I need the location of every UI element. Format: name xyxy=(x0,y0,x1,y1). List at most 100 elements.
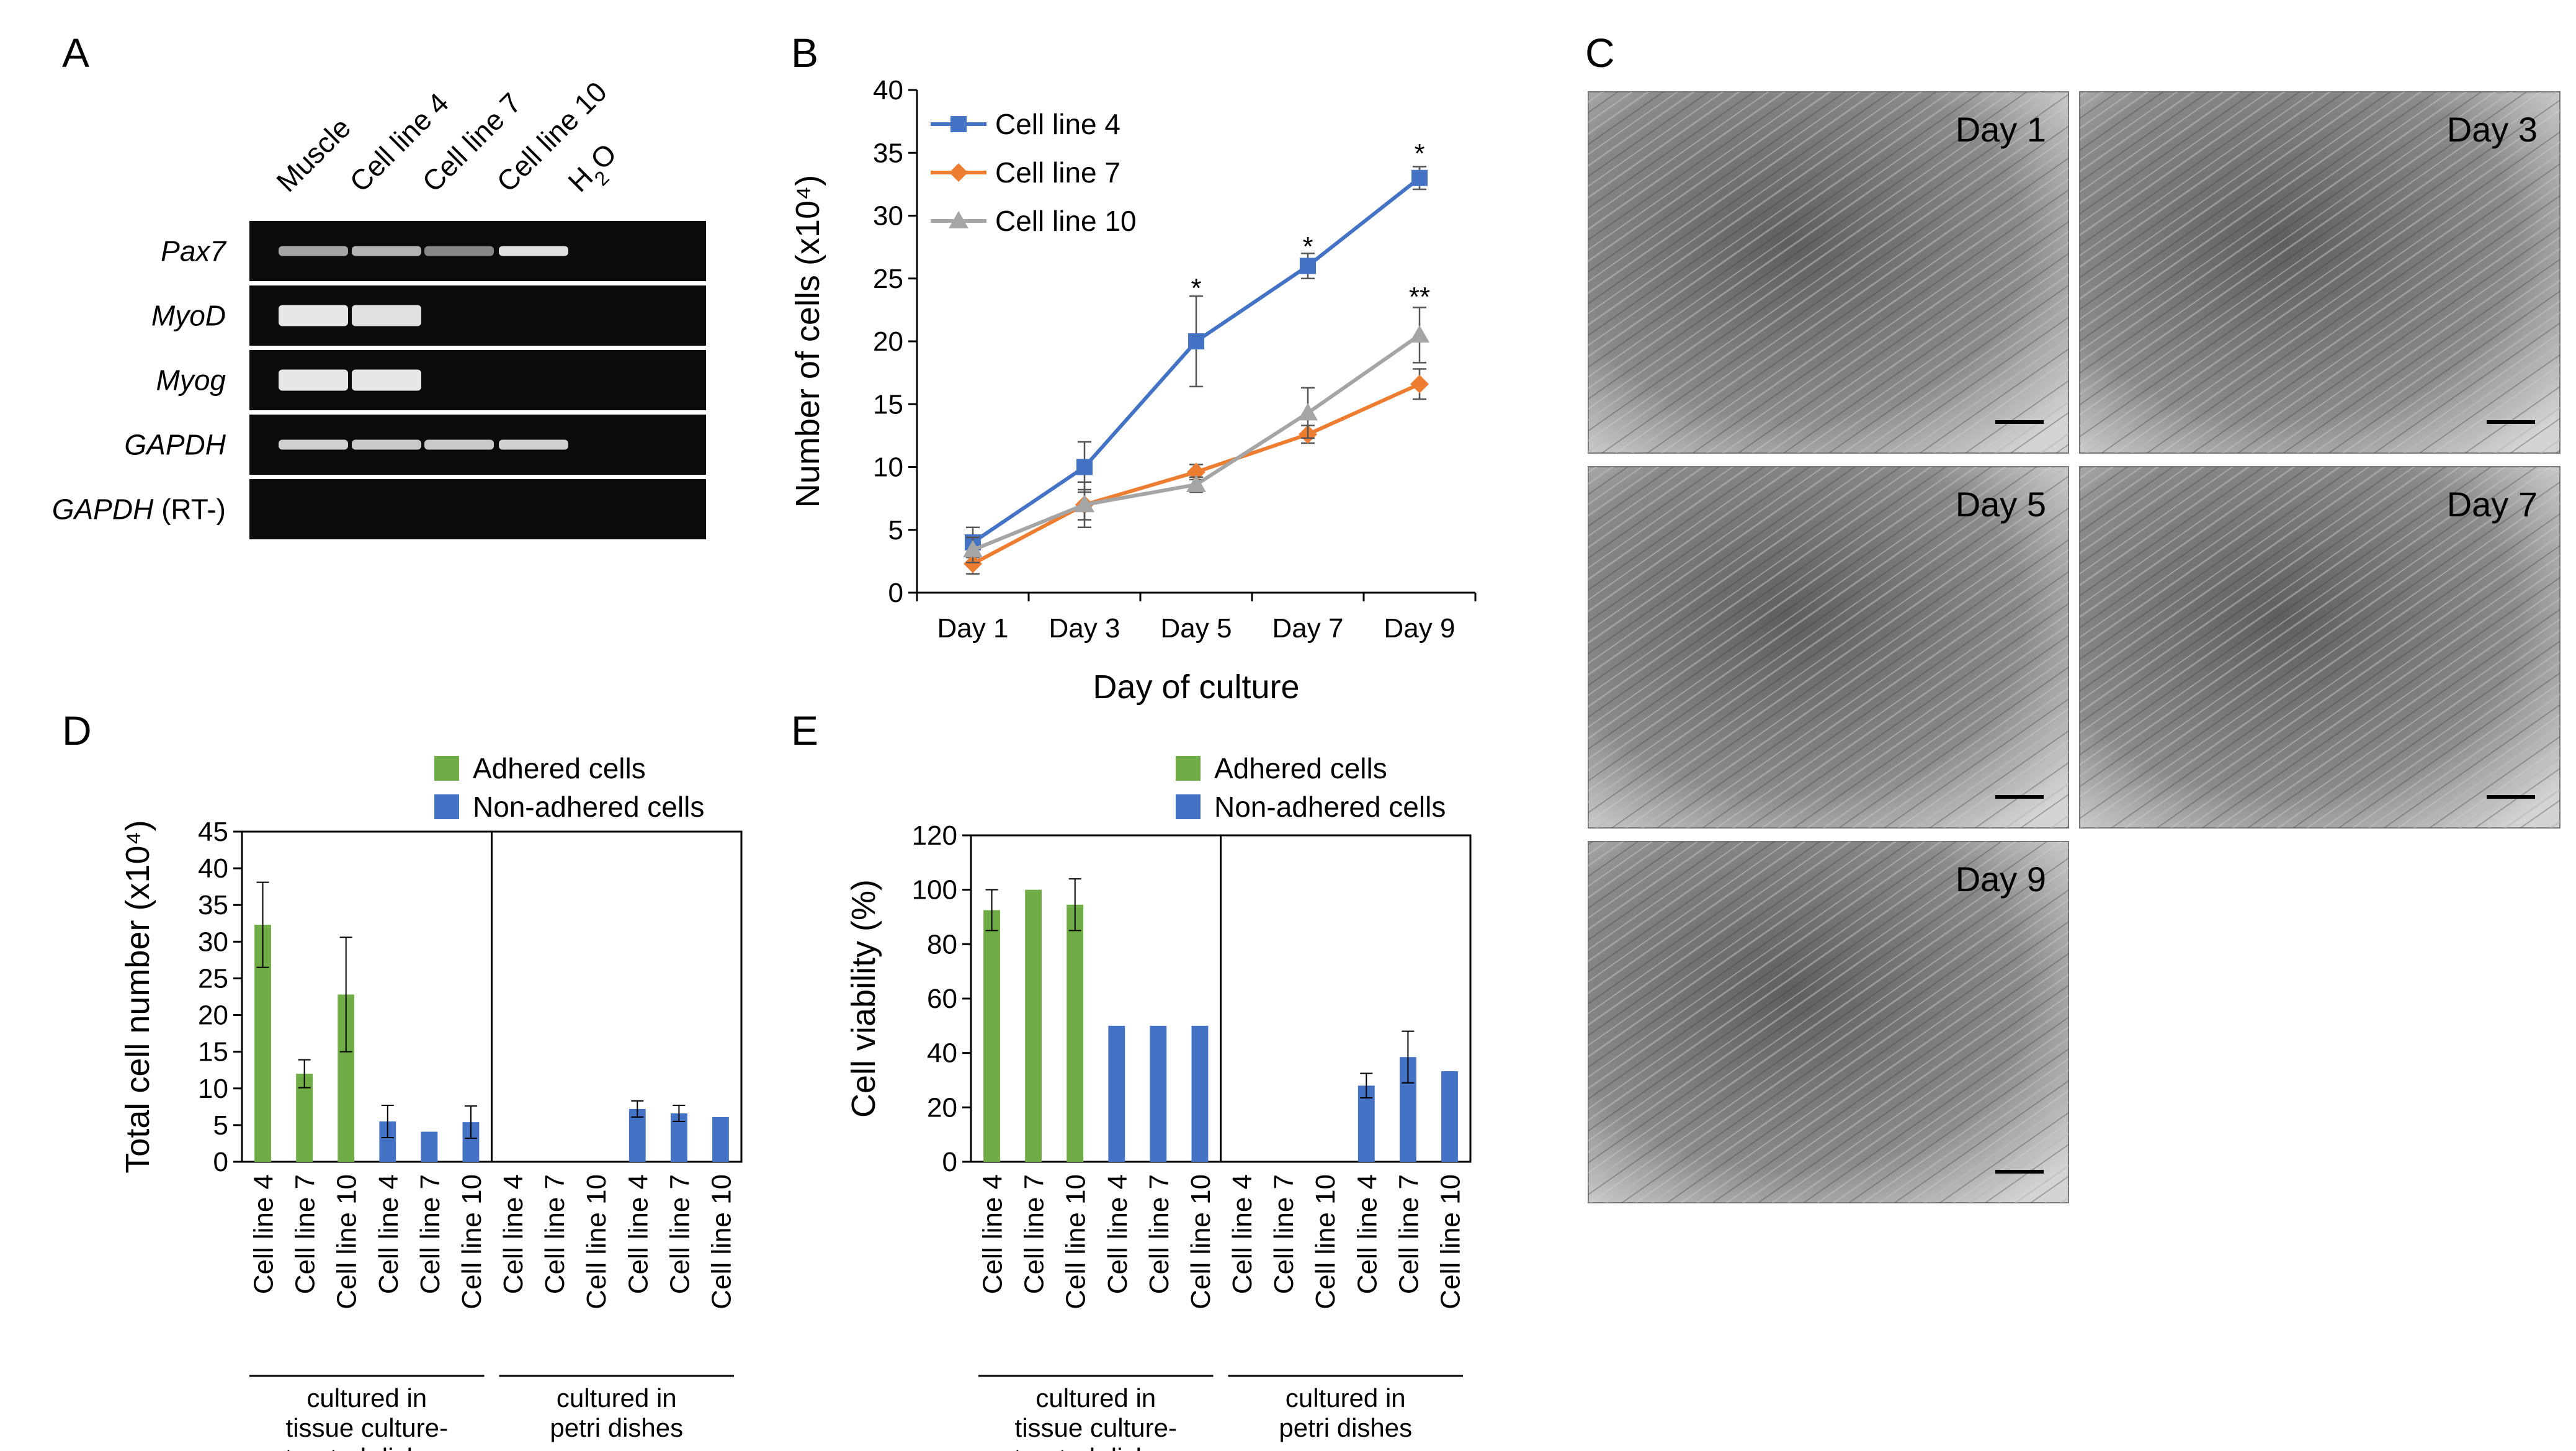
group-label: cultured in xyxy=(306,1383,427,1413)
x-tick-label: Cell line 7 xyxy=(1269,1174,1299,1294)
legend-label: Cell line 10 xyxy=(995,205,1137,237)
micrograph: Day 1 xyxy=(1588,91,2069,454)
x-tick-label: Cell line 4 xyxy=(249,1174,279,1294)
y-tick-label: 120 xyxy=(912,820,957,851)
x-tick-label: Cell line 10 xyxy=(1061,1174,1091,1309)
panel-label-e: E xyxy=(791,708,818,753)
micrograph: Day 5 xyxy=(1588,466,2069,829)
micrograph-day-label: Day 1 xyxy=(1956,110,2046,149)
gel-gene-label: MyoD xyxy=(151,300,226,332)
bar xyxy=(1191,1025,1209,1162)
significance-mark: * xyxy=(1414,138,1424,169)
data-point xyxy=(1411,169,1428,186)
bar xyxy=(1067,904,1084,1162)
y-tick-label: 80 xyxy=(927,929,957,959)
x-tick-label: Cell line 7 xyxy=(290,1174,321,1294)
y-tick-label: 40 xyxy=(873,75,903,106)
micrograph: Day 9 xyxy=(1588,841,2069,1203)
gel-band xyxy=(279,246,348,256)
x-tick-label: Day 7 xyxy=(1272,613,1344,644)
group-label: cultured in xyxy=(557,1383,677,1413)
gel-band xyxy=(352,439,421,450)
micrograph-day-label: Day 7 xyxy=(2447,485,2538,524)
micrograph-day-label: Day 5 xyxy=(1956,485,2046,524)
significance-mark: * xyxy=(1302,231,1313,262)
x-tick-label: Cell line 10 xyxy=(1310,1174,1341,1309)
legend-label: Non-adhered cells xyxy=(473,791,704,823)
data-point xyxy=(1410,374,1429,393)
group-label: petri dishes xyxy=(550,1413,683,1442)
series-adhered-cells xyxy=(983,878,1084,1162)
x-tick-label: Cell line 4 xyxy=(1102,1174,1133,1294)
x-tick-label: Cell line 10 xyxy=(706,1174,736,1309)
panel-d-chart: D 0 5 10 15 20 25 30 35 40 45 Cell line 4 Cell line … xyxy=(62,708,743,1451)
group-label: petri dishes xyxy=(1279,1413,1412,1442)
bar xyxy=(1441,1071,1458,1162)
y-tick-label: 15 xyxy=(198,1037,228,1067)
legend-label: Cell line 7 xyxy=(995,156,1120,189)
data-point xyxy=(963,540,983,558)
y-tick-label: 5 xyxy=(888,515,903,546)
data-point xyxy=(949,211,968,228)
y-tick-label: 45 xyxy=(198,817,228,847)
micrograph: Day 3 xyxy=(2079,91,2560,454)
y-tick-label: 35 xyxy=(198,890,228,920)
data-point xyxy=(1076,459,1093,475)
x-tick-label: Cell line 4 xyxy=(623,1174,653,1294)
data-point xyxy=(950,116,967,132)
y-tick-label: 0 xyxy=(942,1147,957,1177)
legend-swatch xyxy=(1176,756,1201,781)
y-tick-label: 35 xyxy=(873,138,903,168)
x-tick-label: Cell line 4 xyxy=(373,1174,404,1294)
y-tick-label: 20 xyxy=(873,326,903,357)
gel-band xyxy=(352,369,421,391)
panel-label-b: B xyxy=(791,30,818,76)
gel-band xyxy=(499,246,568,256)
gel-band xyxy=(279,305,348,326)
x-tick-label: Cell line 10 xyxy=(1186,1174,1216,1309)
micrograph-texture xyxy=(1588,842,2068,1203)
x-tick-label: Cell line 7 xyxy=(1019,1174,1050,1294)
x-tick-label: Cell line 4 xyxy=(1227,1174,1258,1294)
y-tick-label: 5 xyxy=(213,1110,228,1141)
gel-band xyxy=(424,439,494,450)
data-point xyxy=(949,163,968,182)
gel-band xyxy=(279,439,348,450)
group-label: cultured in xyxy=(1035,1383,1156,1413)
x-tick-label: Cell line 4 xyxy=(498,1174,529,1294)
y-tick-label: 0 xyxy=(888,578,903,608)
micrograph-texture xyxy=(2080,467,2560,828)
group-label: cultured in xyxy=(1286,1383,1406,1413)
bar xyxy=(421,1131,438,1162)
y-tick-label: 25 xyxy=(198,963,228,994)
bar xyxy=(712,1116,729,1162)
x-tick-label: Day 3 xyxy=(1049,613,1120,644)
x-tick-label: Cell line 7 xyxy=(1393,1174,1424,1294)
y-tick-label: 60 xyxy=(927,984,957,1014)
data-point xyxy=(1186,474,1206,492)
series-non-adhered-cells xyxy=(1108,1025,1458,1162)
gel-gene-label: Myog xyxy=(156,364,226,397)
legend-label: Non-adhered cells xyxy=(1214,791,1446,823)
y-tick-label: 20 xyxy=(198,1000,228,1031)
y-tick-label: 20 xyxy=(927,1092,957,1123)
x-tick-label: Day 5 xyxy=(1161,613,1232,644)
x-tick-label: Cell line 10 xyxy=(1435,1174,1465,1309)
y-tick-label: 0 xyxy=(213,1147,228,1177)
x-axis-label: Day of culture xyxy=(1093,668,1299,706)
y-tick-label: 40 xyxy=(927,1038,957,1069)
series-cell-line-10 xyxy=(963,307,1429,564)
bar xyxy=(1108,1025,1125,1162)
legend-swatch xyxy=(434,756,459,781)
data-point xyxy=(964,554,982,573)
panel-label-d: D xyxy=(62,708,92,753)
bar xyxy=(628,1108,646,1162)
x-tick-label: Cell line 7 xyxy=(415,1174,445,1294)
gel-gene-label: GAPDH (RT-) xyxy=(52,493,226,526)
x-tick-label: Cell line 10 xyxy=(332,1174,362,1309)
y-tick-label: 15 xyxy=(873,389,903,420)
micrograph-day-label: Day 3 xyxy=(2447,110,2538,149)
x-tick-label: Day 1 xyxy=(937,613,1009,644)
group-label: treated dishes xyxy=(285,1443,449,1451)
